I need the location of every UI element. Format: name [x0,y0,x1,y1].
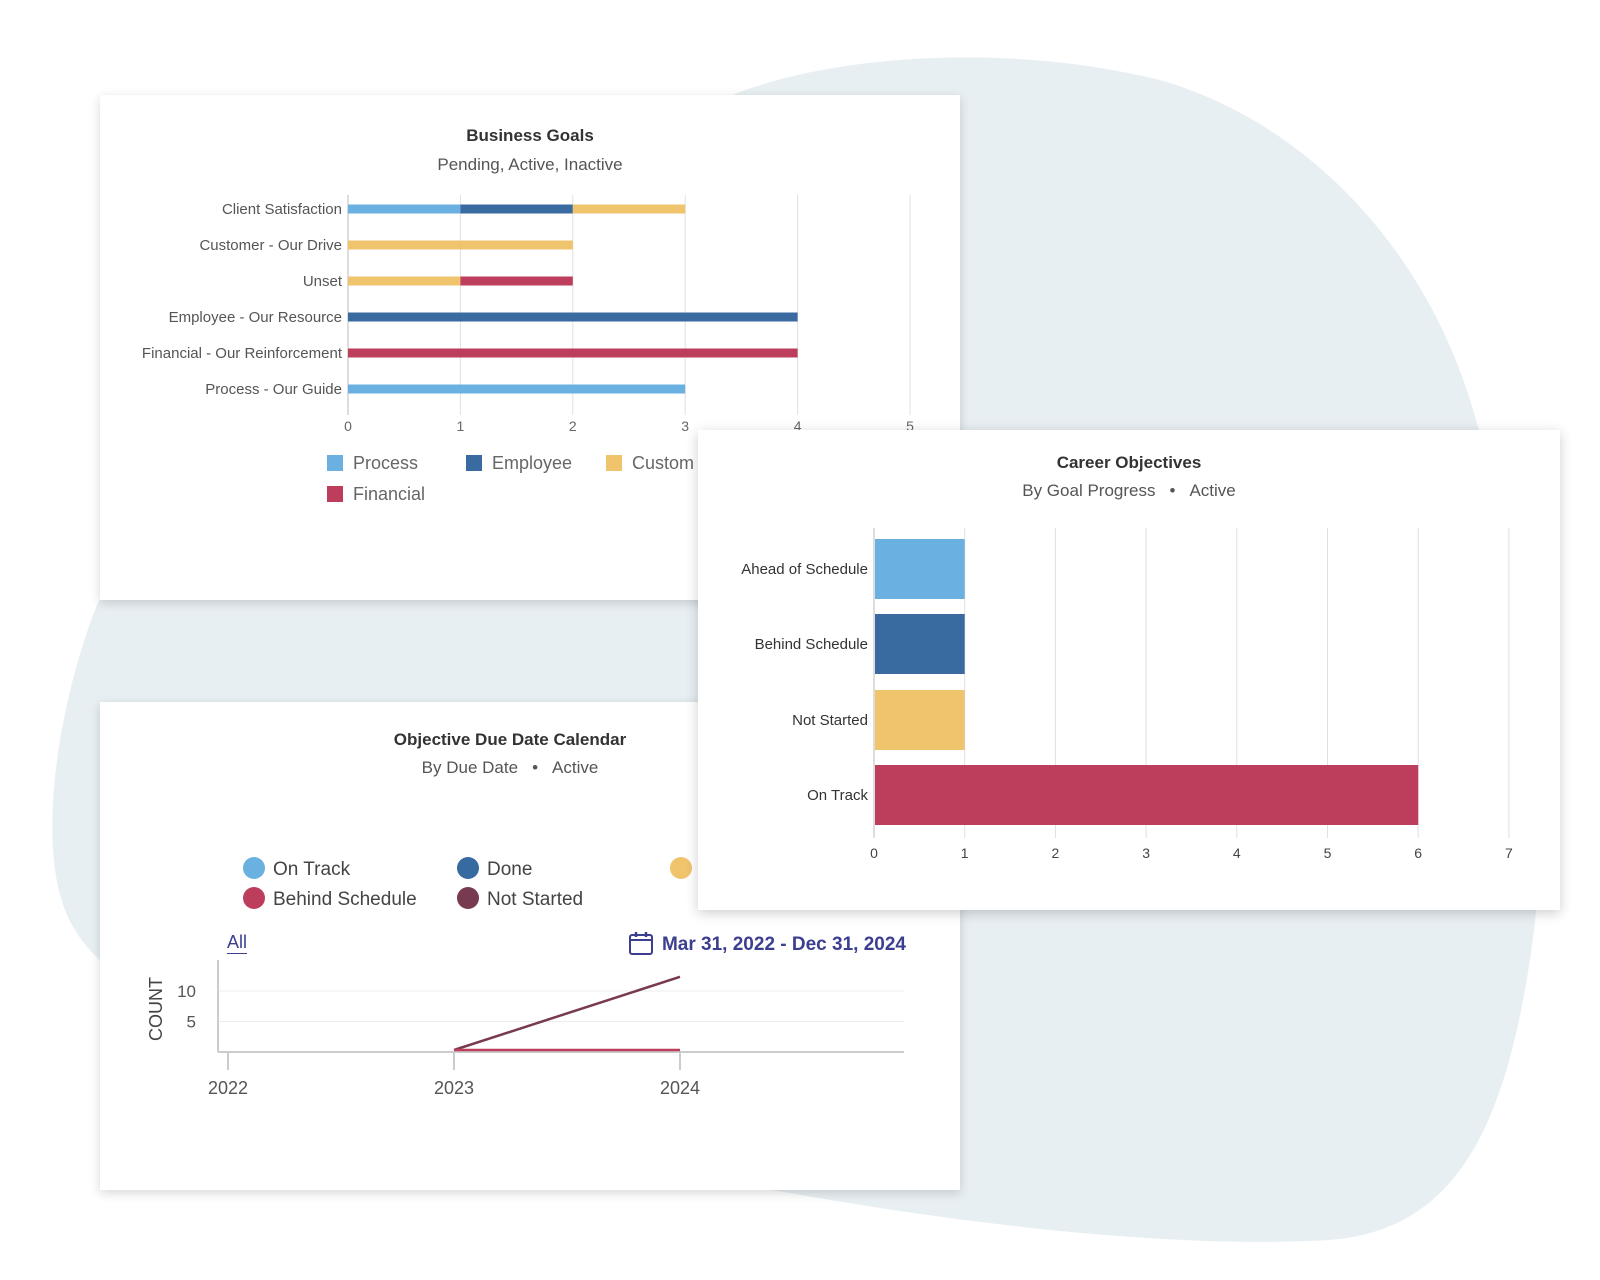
x-tick-label: 1 [457,418,465,434]
bar-segment [348,348,798,358]
legend-dot [457,857,479,879]
business-goals-title: Business Goals [466,126,594,145]
category-label: Employee - Our Resource [169,309,342,326]
bar-segment [572,204,686,214]
career-objectives-subtitle: By Goal Progress • Active [698,481,1560,501]
category-label: Behind Schedule [755,636,868,653]
x-tick-label: 2023 [434,1078,474,1098]
x-tick-label: 2 [569,418,577,434]
x-tick-label: 0 [870,845,878,861]
date-range-picker[interactable]: Mar 31, 2022 - Dec 31, 2024 [628,930,906,956]
series-line [453,975,681,1052]
legend-label: Employee [492,453,573,473]
legend-item-not-started[interactable]: Not Started [457,887,583,911]
x-tick-label: 3 [1142,845,1150,861]
legend-label: On Track [273,859,351,880]
x-tick-label: 4 [1233,845,1241,861]
bar-segment [348,204,461,214]
category-label: Ahead of Schedule [741,561,868,578]
calendar-icon [628,932,653,955]
bar-segment [348,384,686,394]
y-axis-label: COUNT [146,977,166,1041]
x-tick-label: 7 [1505,845,1513,861]
legend-swatch [466,455,482,471]
legend-dot [457,887,479,909]
legend-label: Behind Schedule [273,889,417,910]
bar-segment [460,276,573,286]
business-goals-chart: 0 1 2 3 4 5 Client Satisfaction Customer - Our … [142,195,914,434]
objective-calendar-chart: 5 10 COUNT 2022 2023 2024 [146,960,904,1098]
legend-label: Process [353,453,419,473]
category-label: On Track [807,787,868,804]
legend-dot [670,857,692,879]
legend-swatch [606,455,622,471]
bar-segment [348,312,798,322]
legend-item-done[interactable]: Done [457,857,532,881]
all-link[interactable]: All [227,932,248,952]
legend-swatch [327,486,343,502]
subtitle-right: Active [1189,481,1236,500]
legend-item-ahead[interactable] [670,857,700,881]
x-tick-label: 2 [1052,845,1060,861]
legend-item-process[interactable]: Process [327,453,418,474]
x-tick-label: 3 [681,418,689,434]
legend-label: Done [487,859,533,880]
career-objectives-title: Career Objectives [1056,453,1202,472]
legend-item-employee[interactable]: Employee [466,453,572,474]
bar [875,614,965,674]
subtitle-left: By Due Date [421,758,519,777]
x-tick-label: 4 [794,418,802,434]
x-tick-label: 1 [961,845,969,861]
x-tick-label: 0 [344,418,352,434]
bar-segment [348,240,573,250]
category-label: Client Satisfaction [222,201,342,218]
objective-calendar-title: Objective Due Date Calendar [393,730,627,749]
legend-dot [243,887,265,909]
career-objectives-card: Career Objectives By Goal Progress • Activ… [698,430,1560,910]
legend-item-custom[interactable]: Custom [606,453,694,474]
x-tick-label: 2022 [208,1078,248,1098]
bar [875,765,1419,825]
subtitle-left: By Goal Progress [1022,481,1156,500]
bar-segment [348,276,461,286]
y-tick-label: 10 [177,982,196,1001]
category-label: Not Started [792,712,868,729]
bar-segment [460,204,573,214]
bar [875,539,965,599]
x-tick-label: 5 [906,418,914,434]
subtitle-right: Active [552,758,599,777]
category-label: Financial - Our Reinforcement [142,345,343,362]
date-range-text: Mar 31, 2022 - Dec 31, 2024 [661,934,906,955]
business-goals-subtitle: Pending, Active, Inactive [437,155,623,174]
legend-item-on-track[interactable]: On Track [243,857,350,881]
legend-item-behind-schedule[interactable]: Behind Schedule [243,887,417,911]
legend-dot [243,857,265,879]
career-objectives-chart: 0 1 2 3 4 5 6 7 Ahead of Schedule Behind Schedule… [741,528,1513,861]
legend-item-financial[interactable]: Financial [327,484,425,505]
bar [875,690,965,750]
category-label: Unset [303,273,343,290]
legend-label: Not Started [487,889,584,910]
x-tick-label: 5 [1324,845,1332,861]
legend-label: Custom [632,453,695,473]
legend-label: Financial [353,484,426,504]
category-label: Process - Our Guide [205,381,342,398]
x-tick-label: 2024 [660,1078,700,1098]
x-tick-label: 6 [1414,845,1422,861]
y-tick-label: 5 [187,1013,196,1032]
objective-calendar-subtitle: By Due Date • Active [100,758,940,778]
separator-dot: • [1169,481,1176,500]
category-label: Customer - Our Drive [199,237,342,254]
separator-dot: • [532,758,539,777]
legend-swatch [327,455,343,471]
